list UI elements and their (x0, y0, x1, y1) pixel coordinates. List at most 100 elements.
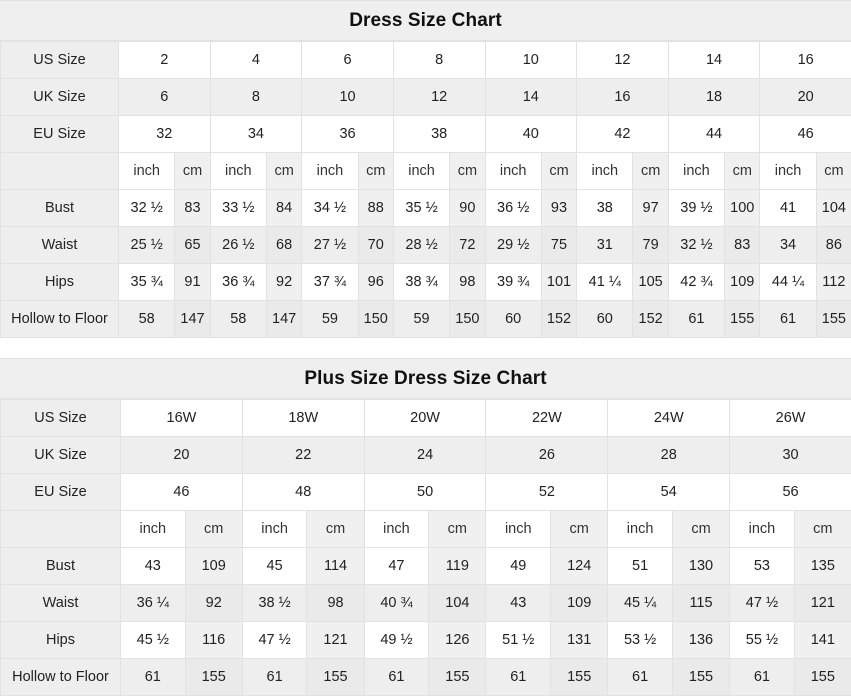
unit-header-cm: cm (672, 511, 729, 548)
size-cell: 16 (577, 79, 669, 116)
row-label: Waist (1, 227, 119, 264)
unit-header-inch: inch (577, 153, 633, 190)
unit-header-inch: inch (121, 511, 186, 548)
size-cell: 20 (760, 79, 851, 116)
measure-cell-inch: 61 (730, 659, 795, 696)
row-label: Hollow to Floor (1, 301, 119, 338)
measure-cell-cm: 84 (266, 190, 301, 227)
measure-cell-inch: 45 ½ (121, 622, 186, 659)
measure-cell-cm: 126 (429, 622, 486, 659)
size-cell: 18 (668, 79, 760, 116)
size-cell: 38 (393, 116, 485, 153)
measure-cell-cm: 114 (307, 548, 364, 585)
measure-cell-inch: 27 ½ (302, 227, 358, 264)
size-cell: 18W (242, 400, 364, 437)
row-label: Bust (1, 190, 119, 227)
measure-cell-cm: 155 (429, 659, 486, 696)
size-cell: 54 (608, 474, 730, 511)
measure-cell-inch: 45 ¼ (608, 585, 673, 622)
measure-cell-cm: 68 (266, 227, 301, 264)
measure-cell-cm: 147 (175, 301, 210, 338)
measure-cell-inch: 61 (608, 659, 673, 696)
measure-cell-cm: 109 (551, 585, 608, 622)
size-cell: 22W (486, 400, 608, 437)
measure-cell-inch: 47 ½ (242, 622, 307, 659)
measure-cell-inch: 58 (119, 301, 175, 338)
measure-cell-inch: 59 (302, 301, 358, 338)
measure-cell-inch: 60 (485, 301, 541, 338)
measure-cell-cm: 152 (541, 301, 576, 338)
size-cell: 16W (121, 400, 243, 437)
measure-cell-inch: 38 (577, 190, 633, 227)
unit-header-inch: inch (302, 153, 358, 190)
unit-header-cm: cm (307, 511, 364, 548)
measure-cell-inch: 61 (242, 659, 307, 696)
measure-cell-cm: 155 (794, 659, 851, 696)
measure-cell-inch: 34 (760, 227, 816, 264)
measure-cell-inch: 61 (668, 301, 724, 338)
row-label: EU Size (1, 116, 119, 153)
measure-cell-cm: 96 (358, 264, 393, 301)
size-cell: 8 (393, 42, 485, 79)
unit-header-cm: cm (816, 153, 851, 190)
size-cell: 46 (121, 474, 243, 511)
measure-cell-inch: 41 (760, 190, 816, 227)
measure-cell-inch: 38 ½ (242, 585, 307, 622)
measure-cell-inch: 61 (364, 659, 429, 696)
row-label: Hips (1, 622, 121, 659)
measure-cell-inch: 55 ½ (730, 622, 795, 659)
size-cell: 36 (302, 116, 394, 153)
row-label: Waist (1, 585, 121, 622)
measure-cell-cm: 75 (541, 227, 576, 264)
measure-cell-cm: 115 (672, 585, 729, 622)
measure-cell-inch: 25 ½ (119, 227, 175, 264)
unit-header-inch: inch (210, 153, 266, 190)
size-cell: 10 (485, 42, 577, 79)
chart-title: Dress Size Chart (0, 0, 851, 41)
size-cell: 52 (486, 474, 608, 511)
measure-cell-inch: 36 ½ (485, 190, 541, 227)
measure-cell-inch: 36 ¼ (121, 585, 186, 622)
measure-cell-cm: 124 (551, 548, 608, 585)
measure-cell-cm: 109 (725, 264, 760, 301)
measure-cell-inch: 40 ¾ (364, 585, 429, 622)
size-cell: 8 (210, 79, 302, 116)
measure-cell-cm: 155 (307, 659, 364, 696)
measure-cell-cm: 79 (633, 227, 668, 264)
measure-cell-inch: 39 ¾ (485, 264, 541, 301)
measure-cell-cm: 152 (633, 301, 668, 338)
measure-cell-inch: 51 (608, 548, 673, 585)
size-cell: 2 (119, 42, 211, 79)
measure-cell-inch: 31 (577, 227, 633, 264)
measure-cell-cm: 104 (429, 585, 486, 622)
row-label: UK Size (1, 79, 119, 116)
unit-header-inch: inch (760, 153, 816, 190)
unit-header-inch: inch (730, 511, 795, 548)
unit-header-cm: cm (541, 153, 576, 190)
size-cell: 40 (485, 116, 577, 153)
size-cell: 12 (577, 42, 669, 79)
size-cell: 14 (668, 42, 760, 79)
unit-header-cm: cm (429, 511, 486, 548)
unit-header-inch: inch (608, 511, 673, 548)
measure-cell-cm: 130 (672, 548, 729, 585)
row-label: Hollow to Floor (1, 659, 121, 696)
measure-cell-cm: 101 (541, 264, 576, 301)
measure-cell-cm: 105 (633, 264, 668, 301)
measure-cell-cm: 155 (816, 301, 851, 338)
measure-cell-cm: 92 (266, 264, 301, 301)
measure-cell-cm: 97 (633, 190, 668, 227)
measure-cell-inch: 51 ½ (486, 622, 551, 659)
measure-cell-inch: 43 (486, 585, 551, 622)
unit-header-cm: cm (794, 511, 851, 548)
unit-header-inch: inch (242, 511, 307, 548)
row-label: UK Size (1, 437, 121, 474)
measure-cell-inch: 61 (760, 301, 816, 338)
